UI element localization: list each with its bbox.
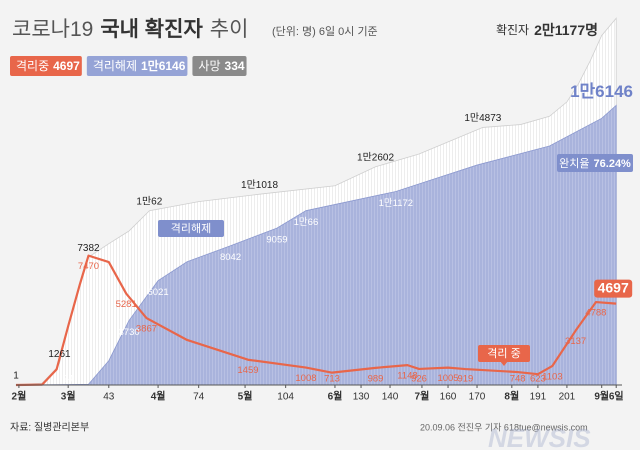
- tag-isolated: 격리 중: [487, 347, 520, 360]
- data-label: 1008: [295, 373, 316, 384]
- data-label: 3867: [136, 324, 157, 335]
- x-tick-label: 130: [353, 392, 370, 403]
- data-label: 1103: [542, 371, 562, 382]
- data-label: 1005: [437, 373, 458, 384]
- watermark: NEWSIS: [488, 423, 591, 450]
- tag-pointer: [500, 361, 508, 366]
- legend-box: [10, 56, 82, 76]
- x-tick-label: 43: [103, 392, 115, 403]
- x-tick-label: 170: [469, 392, 486, 403]
- total-label: 확진자: [496, 23, 529, 37]
- data-label: 1261: [48, 349, 71, 360]
- data-label: 5281: [116, 299, 137, 310]
- subtitle: (단위: 명) 6일 0시 기준: [272, 24, 378, 38]
- x-tick-label: 2월: [12, 391, 27, 403]
- data-label: 6021: [148, 287, 169, 298]
- data-label: 713: [324, 374, 340, 385]
- title-part: 국내 확진자: [100, 18, 203, 41]
- x-tick-label: 74: [193, 392, 205, 403]
- data-label: 7382: [77, 243, 100, 254]
- legend-name: 격리해제: [93, 59, 137, 73]
- x-tick-label: 8월: [504, 391, 519, 403]
- data-label: 8042: [220, 252, 241, 263]
- data-label: 1148: [397, 371, 417, 382]
- data-label: 1만1172: [379, 198, 413, 209]
- rate-value: 76.24%: [594, 158, 632, 170]
- chart-title: 코로나19 국내 확진자 추이: [12, 18, 248, 41]
- legend-entry: 격리해제 1만6146: [93, 58, 186, 73]
- data-label: 9059: [266, 235, 287, 246]
- plot: 격리중 4697 격리해제 1만6146 사망 334 2월 3월 43 4월 74 5월 104 6월 1…: [10, 17, 633, 403]
- legend-name: 사망: [198, 59, 220, 73]
- x-tick-label: 9월: [594, 391, 609, 403]
- tag-released-box: [158, 220, 224, 237]
- legend-box: [192, 56, 247, 76]
- x-tick-label: 7월: [415, 391, 430, 403]
- data-label: 24: [63, 374, 74, 385]
- x-tick-label: 191: [530, 392, 547, 403]
- legend-value: 334: [225, 59, 245, 73]
- credit: 20.09.06 전진우 기자 618tue@newsis.com: [420, 422, 588, 432]
- data-label: 4697: [598, 279, 629, 295]
- data-label: 748: [510, 374, 526, 385]
- x-tick-label: 160: [440, 392, 457, 403]
- legend-value: 1만6146: [141, 58, 186, 73]
- data-label: 1만66: [294, 217, 319, 228]
- rate-label: 완치율: [559, 157, 589, 170]
- data-label: 623: [530, 374, 546, 385]
- data-label-box: [594, 279, 633, 298]
- data-label: 1만4873: [464, 112, 501, 124]
- legend-box: [86, 56, 188, 76]
- source: 자료: 질병관리본부: [10, 422, 89, 434]
- x-tick-label: 201: [559, 392, 576, 403]
- x-tick-label: 140: [382, 392, 399, 403]
- x-tick-label: 5월: [238, 391, 253, 403]
- area: [15, 104, 617, 386]
- data-label: 7470: [78, 261, 99, 272]
- tag-released: 격리해제: [171, 221, 211, 235]
- x-tick-label: 104: [277, 392, 294, 403]
- legend-entry: 사망 334: [198, 59, 244, 73]
- data-label: 1: [13, 371, 19, 382]
- data-label: 989: [368, 373, 384, 384]
- legend-name: 격리중: [16, 59, 49, 73]
- legend-value: 4697: [53, 59, 80, 73]
- data-label: 926: [411, 374, 427, 385]
- data-label: 1만6146: [570, 82, 633, 101]
- x-tick-label: 6일: [609, 390, 624, 403]
- title-part: 코로나19: [12, 18, 93, 41]
- data-label: 1만62: [136, 195, 162, 207]
- total-value: 2만1177명: [534, 22, 598, 38]
- line: [15, 254, 617, 387]
- legend-entry: 격리중 4697: [16, 59, 80, 73]
- title-part: 추이: [210, 18, 249, 41]
- data-label: 1459: [237, 365, 258, 376]
- recovery-rate: 완치율 76.24%: [559, 157, 631, 170]
- data-label: 3730: [119, 327, 140, 338]
- x-tick-label: 6월: [328, 391, 343, 403]
- data-label: 1만2602: [357, 151, 394, 163]
- data-label: 1만1018: [241, 179, 278, 191]
- data-label: 919: [457, 374, 473, 385]
- rate-box: [557, 154, 633, 172]
- tag-isolated-box: [478, 345, 530, 362]
- x-tick-label: 4월: [151, 391, 166, 403]
- data-label: 4788: [585, 308, 606, 319]
- data-label: 3137: [565, 336, 586, 347]
- x-tick-label: 3월: [61, 391, 76, 403]
- total: 확진자 2만1177명: [496, 22, 598, 38]
